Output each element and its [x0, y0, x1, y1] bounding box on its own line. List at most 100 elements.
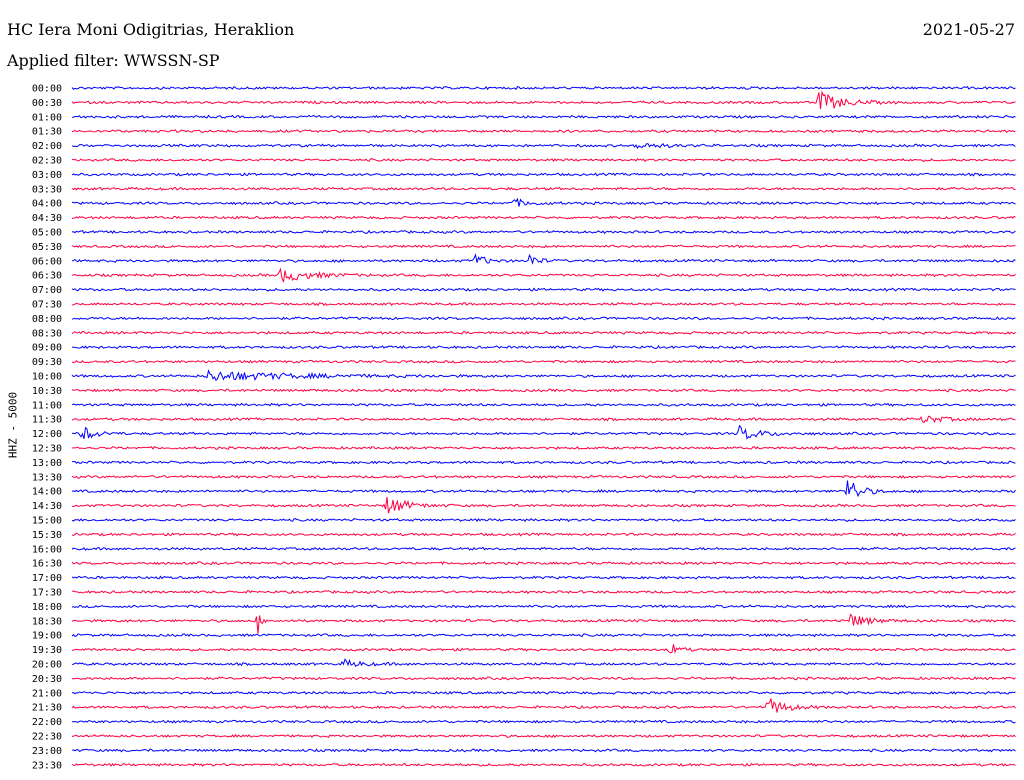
row-time-label: 10:30 — [32, 386, 62, 397]
row-time-label: 06:30 — [32, 271, 62, 282]
trace-row — [71, 658, 1016, 668]
row-time-label: 22:30 — [32, 732, 62, 743]
trace-row — [71, 172, 1016, 177]
trace-row — [72, 301, 1016, 307]
row-time-label: 06:00 — [32, 256, 62, 267]
trace-row — [71, 532, 1016, 537]
row-time-label: 01:30 — [32, 127, 62, 138]
row-time-label: 21:00 — [32, 688, 62, 699]
row-time-label: 03:30 — [32, 184, 62, 195]
seismic-event — [633, 143, 671, 149]
seismic-event — [473, 254, 489, 268]
row-time-label: 00:30 — [32, 98, 62, 109]
seismic-event — [765, 697, 790, 717]
seismic-event — [278, 268, 322, 282]
row-time-label: 14:30 — [32, 501, 62, 512]
trace-row — [71, 369, 1016, 382]
trace-row — [71, 480, 1016, 498]
trace-row — [71, 698, 1016, 713]
row-time-label: 04:00 — [32, 199, 62, 210]
row-time-label: 09:00 — [32, 343, 62, 354]
trace-row — [71, 644, 1016, 654]
row-time-label: 13:00 — [32, 458, 62, 469]
row-time-label: 07:30 — [32, 300, 62, 311]
row-time-label: 11:30 — [32, 415, 62, 426]
row-time-label: 19:30 — [32, 645, 62, 656]
trace-row — [71, 129, 1016, 134]
row-time-label: 09:30 — [32, 357, 62, 368]
row-time-label: 17:30 — [32, 588, 62, 599]
row-time-label: 17:00 — [32, 573, 62, 584]
row-time-label: 02:30 — [32, 156, 62, 167]
seismic-event — [816, 90, 847, 114]
row-time-label: 05:30 — [32, 242, 62, 253]
row-time-label: 23:00 — [32, 746, 62, 757]
seismic-event — [79, 425, 98, 443]
record-date: 2021-05-27 — [922, 20, 1015, 39]
trace-row — [71, 267, 1016, 283]
row-time-label: 18:30 — [32, 616, 62, 627]
seismic-event — [668, 643, 681, 657]
trace-row — [71, 85, 1016, 91]
row-time-label: 22:00 — [32, 717, 62, 728]
row-time-label: 12:00 — [32, 429, 62, 440]
row-time-label: 15:00 — [32, 516, 62, 527]
trace-row — [71, 561, 1016, 566]
row-time-label: 16:00 — [32, 544, 62, 555]
trace-row — [71, 143, 1016, 149]
trace-row — [71, 157, 1016, 163]
row-time-label: 04:30 — [32, 213, 62, 224]
trace-row — [71, 388, 1016, 393]
trace-row — [71, 497, 1016, 514]
seismic-event — [385, 496, 413, 516]
trace-row — [71, 474, 1016, 479]
trace-row — [71, 330, 1016, 335]
row-time-label: 20:30 — [32, 674, 62, 685]
trace-row — [71, 445, 1016, 451]
trace-row — [71, 733, 1016, 739]
trace-row — [71, 460, 1016, 465]
row-time-label: 08:00 — [32, 314, 62, 325]
row-time-label: 19:00 — [32, 631, 62, 642]
row-time-label: 10:00 — [32, 372, 62, 383]
seismic-event — [526, 253, 539, 269]
row-time-label: 01:00 — [32, 112, 62, 123]
row-time-label: 14:00 — [32, 487, 62, 498]
trace-row — [71, 253, 1016, 265]
trace-row — [71, 424, 1016, 440]
trace-row — [71, 402, 1016, 407]
row-time-label: 18:00 — [32, 602, 62, 613]
trace-row — [71, 719, 1016, 724]
trace-row — [71, 114, 1016, 119]
row-time-label: 05:00 — [32, 228, 62, 239]
trace-row — [71, 589, 1016, 595]
seismic-event — [844, 475, 863, 507]
trace-row — [71, 244, 1016, 249]
row-time-label: 16:30 — [32, 559, 62, 570]
seismic-event — [920, 415, 951, 423]
trace-row — [71, 215, 1016, 220]
trace-row — [71, 517, 1016, 523]
filter-label: Applied filter: WWSSN-SP — [7, 51, 220, 70]
seismic-event — [341, 660, 369, 668]
trace-row — [71, 748, 1016, 753]
trace-row — [71, 197, 1016, 207]
trace-row — [71, 676, 1016, 681]
trace-row — [71, 613, 1016, 634]
trace-row — [71, 287, 1016, 292]
trace-row — [71, 690, 1016, 695]
row-time-label: 20:00 — [32, 660, 62, 671]
row-time-label: 03:00 — [32, 170, 62, 181]
trace-row — [71, 186, 1016, 191]
trace-row — [71, 344, 1016, 350]
seismic-event — [847, 614, 875, 628]
row-time-label: 02:00 — [32, 141, 62, 152]
trace-row — [71, 229, 1016, 235]
trace-row — [71, 575, 1016, 580]
trace-row — [71, 762, 1016, 767]
trace-row — [71, 316, 1016, 321]
row-time-label: 13:30 — [32, 472, 62, 483]
seismic-event — [256, 605, 260, 637]
trace-row — [71, 604, 1016, 609]
